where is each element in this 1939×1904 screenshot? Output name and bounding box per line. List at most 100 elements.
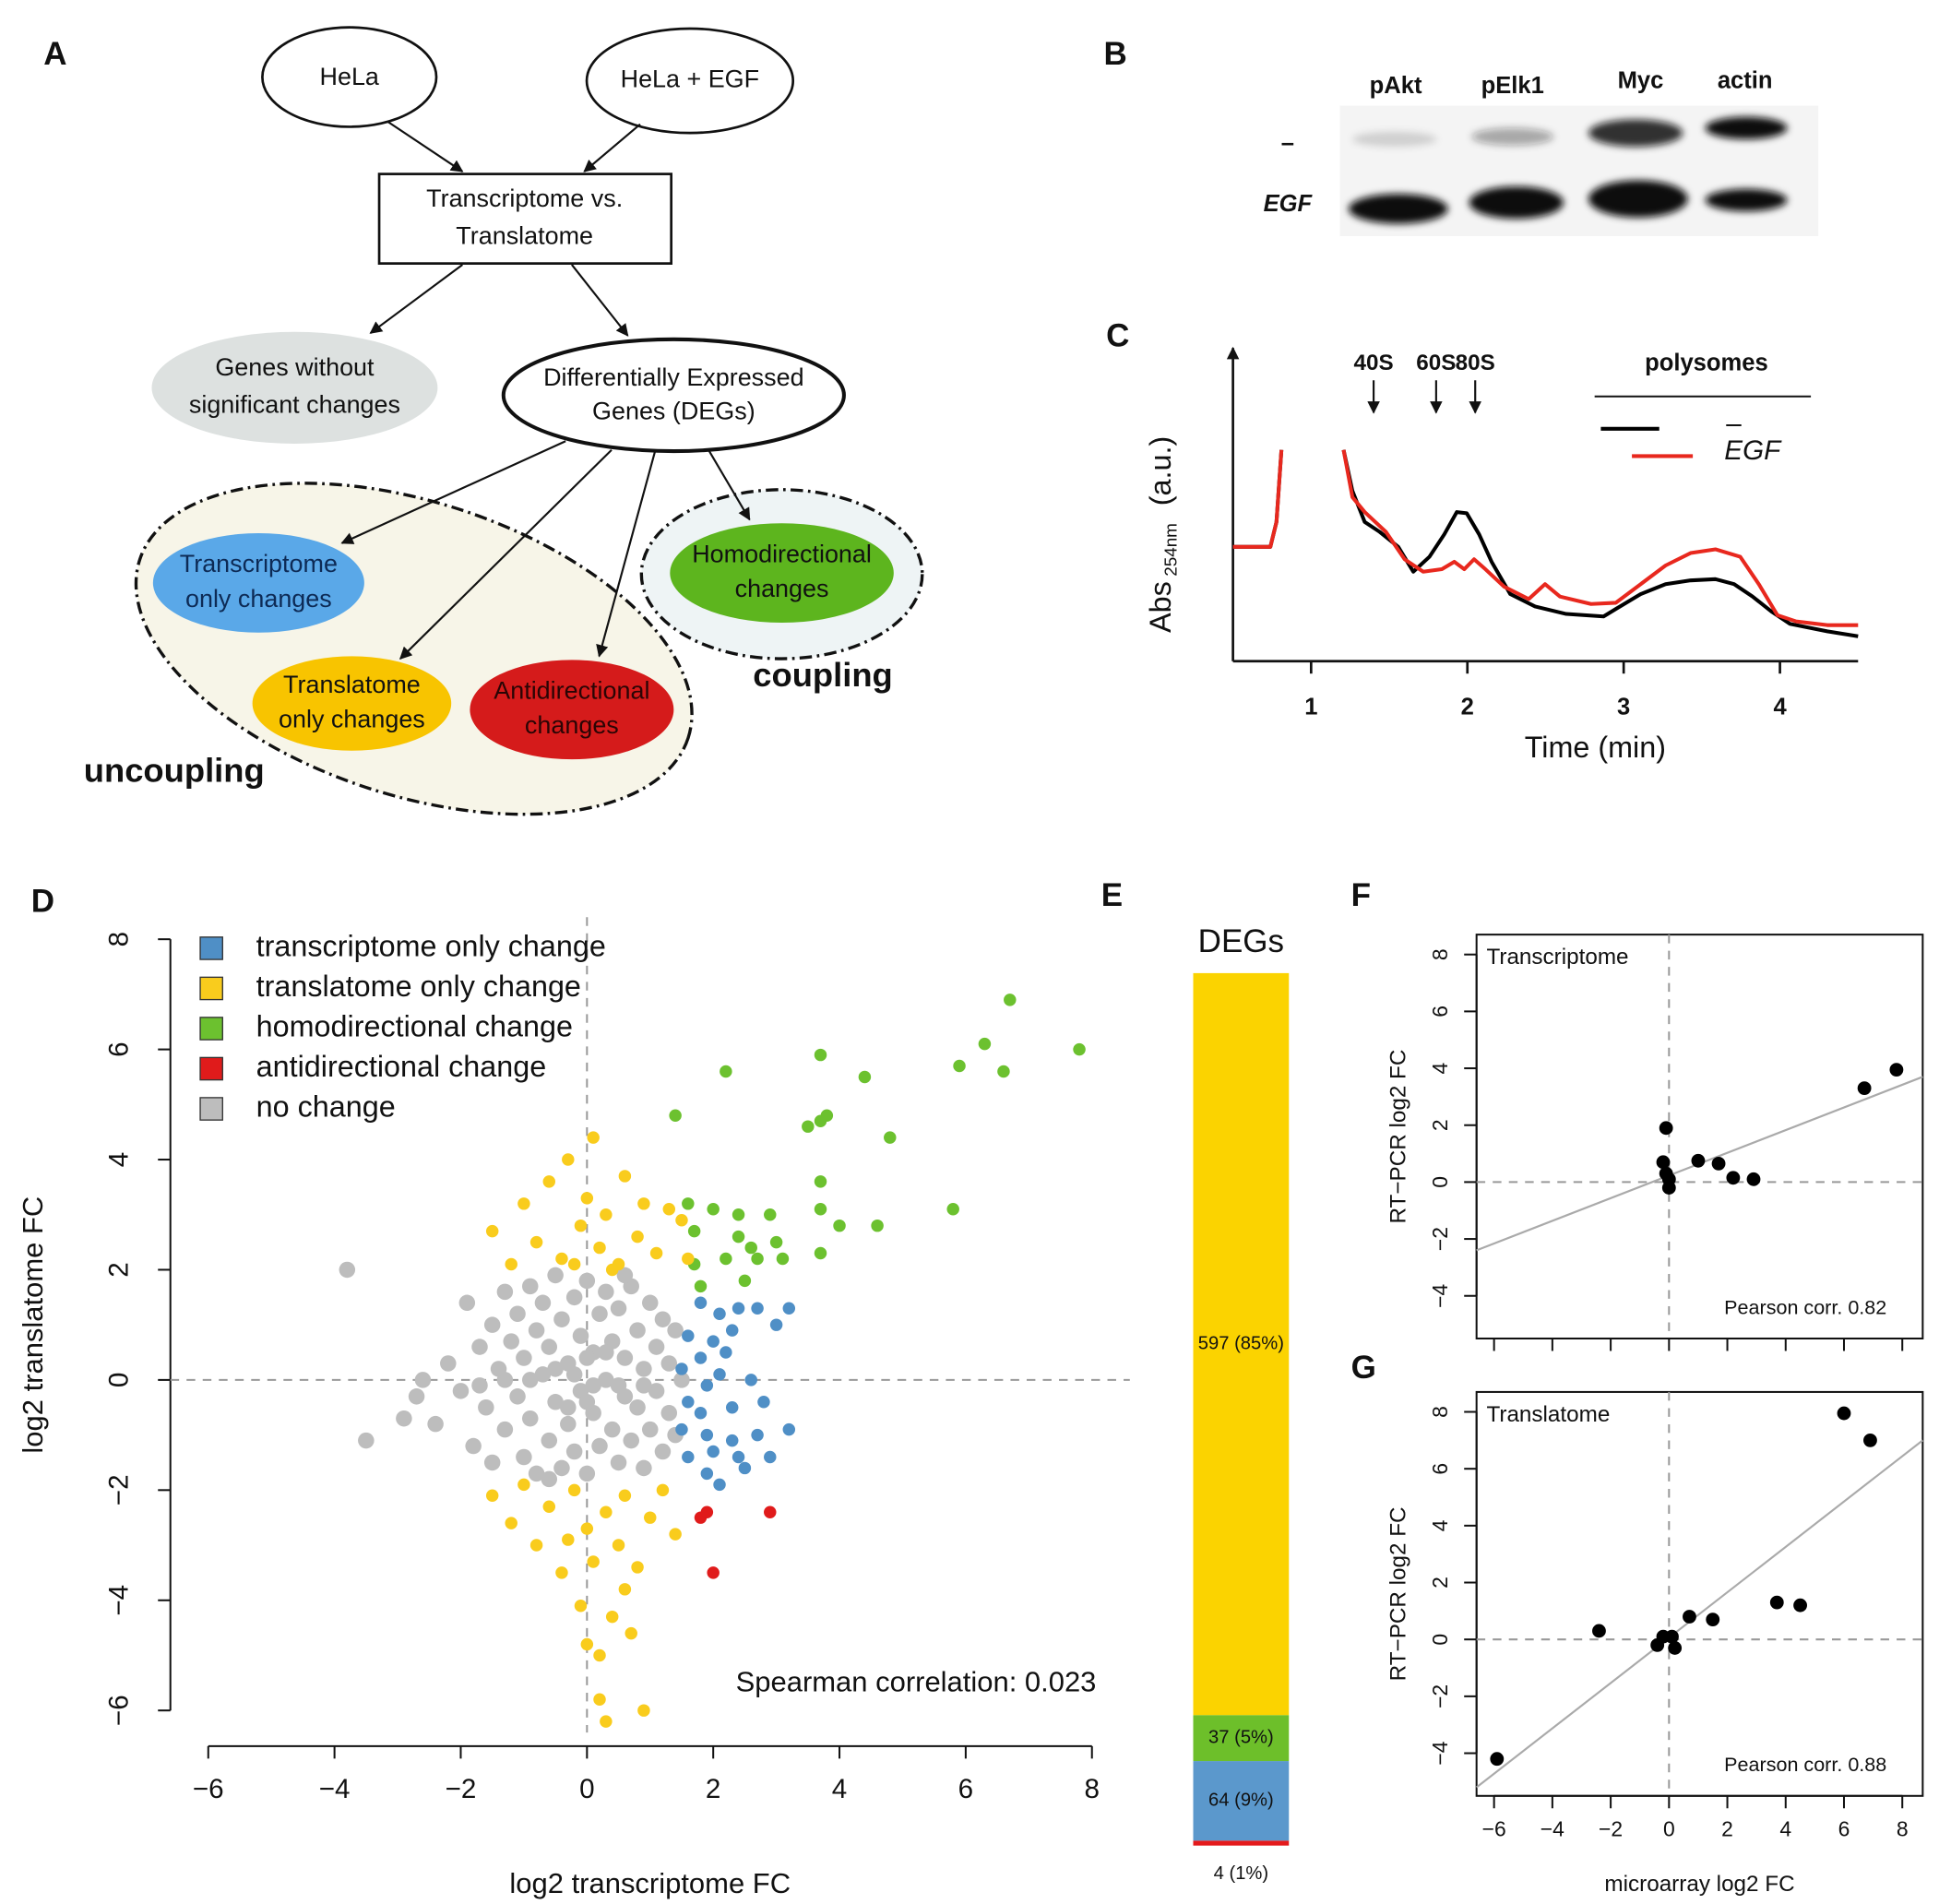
- point: [541, 1470, 558, 1488]
- node-label: Genes (DEGs): [592, 397, 755, 424]
- bands: [1348, 116, 1788, 224]
- point: [744, 1374, 757, 1386]
- peak-label: 60S: [1416, 351, 1456, 375]
- point: [764, 1505, 777, 1518]
- point: [612, 1539, 625, 1552]
- edge: [571, 264, 629, 337]
- value-label: 37 (5%): [1208, 1727, 1274, 1747]
- point: [631, 1561, 644, 1574]
- blot-column-label: Myc: [1618, 68, 1664, 94]
- point: [1004, 994, 1017, 1006]
- point: [732, 1302, 745, 1315]
- point: [814, 1246, 827, 1260]
- bar-segment: [1193, 1715, 1290, 1762]
- node-label: only changes: [279, 706, 425, 733]
- legend-label: translatome only change: [256, 970, 581, 1003]
- node: [470, 660, 674, 760]
- y-tick-label: −2: [1428, 1227, 1452, 1251]
- y-tick-label: 6: [1428, 1006, 1452, 1017]
- point: [814, 1203, 827, 1216]
- band: [1705, 188, 1788, 212]
- x-tick-label: 8: [1084, 1774, 1099, 1804]
- point: [593, 1241, 606, 1255]
- point: [636, 1459, 652, 1477]
- point: [675, 1213, 688, 1227]
- x-tick-label: 4: [1773, 695, 1787, 720]
- point: [618, 1489, 632, 1503]
- point: [738, 1461, 752, 1475]
- point: [751, 1252, 764, 1266]
- point: [644, 1511, 657, 1524]
- node: [501, 337, 846, 454]
- point: [618, 1583, 632, 1596]
- point: [1889, 1063, 1904, 1077]
- point: [636, 1361, 652, 1377]
- group-label: coupling: [753, 656, 892, 694]
- point: [610, 1377, 627, 1394]
- y-tick-label: 8: [104, 932, 135, 946]
- point: [427, 1415, 444, 1433]
- point: [598, 1372, 614, 1388]
- point: [555, 1252, 568, 1266]
- point: [713, 1307, 726, 1320]
- point: [738, 1274, 752, 1288]
- x-tick-label: 2: [706, 1774, 720, 1804]
- y-axis-label: log2 translatome FC: [17, 1196, 49, 1454]
- point: [1073, 1042, 1086, 1056]
- point: [700, 1505, 714, 1518]
- point: [713, 1368, 726, 1381]
- point: [946, 1203, 959, 1216]
- node: [151, 331, 438, 444]
- point: [562, 1533, 575, 1546]
- point: [593, 1693, 606, 1706]
- point: [598, 1283, 614, 1301]
- blot-row-label: –: [1281, 130, 1294, 156]
- point: [1665, 1629, 1679, 1644]
- point: [814, 1175, 827, 1188]
- annotation: Pearson corr. 0.82: [1724, 1295, 1886, 1318]
- node-label: HeLa: [320, 63, 379, 90]
- point: [574, 1219, 588, 1232]
- point: [580, 1192, 594, 1205]
- point: [660, 1404, 678, 1422]
- point: [610, 1454, 627, 1471]
- point: [732, 1208, 745, 1221]
- y-axis-label: Abs 254nm (a.u.): [1143, 436, 1180, 633]
- point: [465, 1437, 482, 1455]
- node: [670, 523, 894, 623]
- point: [1711, 1156, 1726, 1171]
- blot-row-label: EGF: [1264, 191, 1314, 217]
- point: [565, 1443, 583, 1460]
- legend-label: EGF: [1724, 435, 1782, 466]
- point: [562, 1153, 575, 1166]
- point: [884, 1131, 897, 1144]
- point: [505, 1257, 517, 1271]
- point: [682, 1329, 695, 1342]
- point: [555, 1566, 568, 1579]
- x-tick-label: 0: [579, 1774, 594, 1804]
- point: [751, 1428, 764, 1442]
- point: [517, 1197, 530, 1210]
- point: [396, 1410, 412, 1427]
- point: [694, 1406, 708, 1420]
- point: [560, 1398, 577, 1416]
- peak-label: 80S: [1456, 351, 1495, 375]
- point: [553, 1311, 570, 1327]
- point: [591, 1437, 608, 1455]
- point: [534, 1294, 552, 1312]
- point: [732, 1450, 745, 1464]
- edge: [399, 448, 613, 660]
- chart-title: DEGs: [1198, 923, 1284, 959]
- point: [725, 1401, 739, 1414]
- point: [483, 1316, 501, 1333]
- point: [662, 1203, 676, 1216]
- plot-title: Translatome: [1486, 1402, 1610, 1427]
- point: [580, 1637, 594, 1651]
- y-tick-label: 4: [1428, 1519, 1452, 1531]
- y-tick-label: −4: [1428, 1741, 1452, 1765]
- y-axis-label-unit: (a.u.): [1143, 436, 1176, 506]
- x-tick-label: −6: [1482, 1817, 1506, 1841]
- point: [669, 1528, 682, 1541]
- node-label: only changes: [185, 585, 332, 613]
- x-tick-label: 1: [1304, 695, 1317, 720]
